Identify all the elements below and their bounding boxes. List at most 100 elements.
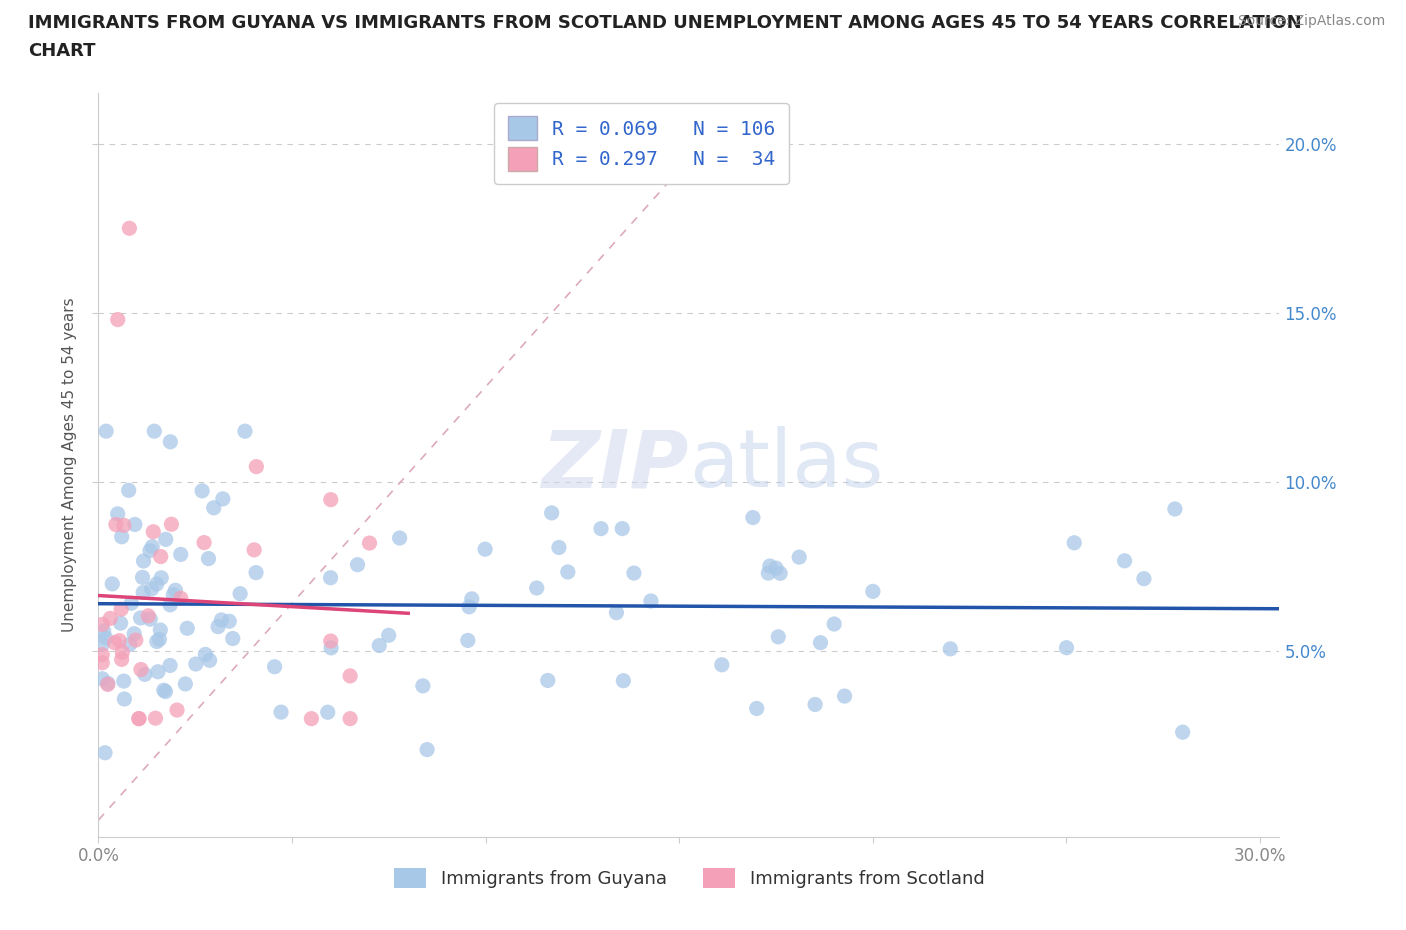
- Point: [377, 628, 399, 643]
- Point: [742, 511, 765, 525]
- Point: [139, 543, 162, 558]
- Point: [548, 540, 571, 555]
- Point: [299, 711, 322, 726]
- Point: [108, 633, 131, 648]
- Point: [111, 529, 134, 544]
- Point: [198, 653, 221, 668]
- Point: [756, 565, 779, 580]
- Point: [194, 647, 217, 662]
- Point: [745, 701, 768, 716]
- Point: [111, 644, 134, 659]
- Point: [339, 711, 361, 726]
- Y-axis label: Unemployment Among Ages 45 to 54 years: Unemployment Among Ages 45 to 54 years: [62, 298, 77, 632]
- Point: [141, 539, 163, 554]
- Point: [557, 565, 579, 579]
- Point: [537, 673, 560, 688]
- Text: ZIP: ZIP: [541, 426, 689, 504]
- Point: [710, 658, 733, 672]
- Point: [107, 507, 129, 522]
- Point: [132, 553, 155, 568]
- Point: [142, 525, 165, 539]
- Point: [91, 656, 114, 671]
- Point: [191, 484, 214, 498]
- Point: [162, 587, 184, 602]
- Point: [184, 657, 207, 671]
- Point: [319, 492, 342, 507]
- Point: [91, 647, 114, 662]
- Point: [131, 570, 153, 585]
- Point: [765, 561, 787, 576]
- Point: [155, 684, 177, 699]
- Point: [118, 637, 141, 652]
- Point: [263, 659, 285, 674]
- Point: [769, 565, 792, 580]
- Point: [110, 616, 132, 631]
- Point: [1164, 501, 1187, 516]
- Text: atlas: atlas: [689, 426, 883, 504]
- Point: [104, 517, 127, 532]
- Point: [146, 664, 169, 679]
- Point: [804, 698, 827, 712]
- Point: [339, 669, 361, 684]
- Point: [245, 565, 267, 580]
- Point: [104, 635, 127, 650]
- Point: [150, 570, 173, 585]
- Point: [145, 577, 167, 591]
- Point: [862, 584, 884, 599]
- Point: [159, 658, 181, 673]
- Point: [152, 683, 174, 698]
- Point: [218, 614, 240, 629]
- Point: [122, 626, 145, 641]
- Point: [243, 542, 266, 557]
- Point: [202, 500, 225, 515]
- Point: [245, 459, 267, 474]
- Point: [94, 745, 117, 760]
- Point: [160, 517, 183, 532]
- Point: [91, 617, 114, 631]
- Point: [174, 676, 197, 691]
- Point: [612, 673, 634, 688]
- Point: [461, 591, 484, 606]
- Point: [1114, 553, 1136, 568]
- Point: [159, 597, 181, 612]
- Point: [207, 619, 229, 634]
- Point: [319, 633, 342, 648]
- Point: [129, 662, 152, 677]
- Point: [623, 565, 645, 580]
- Point: [823, 617, 845, 631]
- Point: [166, 703, 188, 718]
- Point: [91, 637, 114, 652]
- Point: [97, 676, 120, 691]
- Point: [93, 624, 115, 639]
- Point: [212, 491, 235, 506]
- Point: [112, 692, 135, 707]
- Point: [125, 632, 148, 647]
- Point: [939, 642, 962, 657]
- Point: [640, 593, 662, 608]
- Point: [759, 559, 782, 574]
- Point: [101, 577, 124, 591]
- Point: [197, 551, 219, 566]
- Point: [170, 591, 193, 605]
- Point: [768, 630, 790, 644]
- Point: [1133, 571, 1156, 586]
- Point: [176, 621, 198, 636]
- Point: [124, 517, 146, 532]
- Point: [110, 602, 132, 617]
- Point: [129, 610, 152, 625]
- Point: [107, 312, 129, 327]
- Point: [97, 677, 120, 692]
- Point: [388, 531, 411, 546]
- Text: IMMIGRANTS FROM GUYANA VS IMMIGRANTS FROM SCOTLAND UNEMPLOYMENT AMONG AGES 45 TO: IMMIGRANTS FROM GUYANA VS IMMIGRANTS FRO…: [28, 14, 1302, 32]
- Point: [94, 424, 117, 439]
- Point: [458, 599, 481, 614]
- Point: [98, 611, 121, 626]
- Point: [270, 705, 292, 720]
- Point: [145, 711, 167, 725]
- Point: [94, 631, 117, 645]
- Point: [149, 549, 172, 564]
- Point: [222, 631, 245, 646]
- Point: [319, 641, 342, 656]
- Point: [128, 711, 150, 726]
- Text: Source: ZipAtlas.com: Source: ZipAtlas.com: [1237, 14, 1385, 28]
